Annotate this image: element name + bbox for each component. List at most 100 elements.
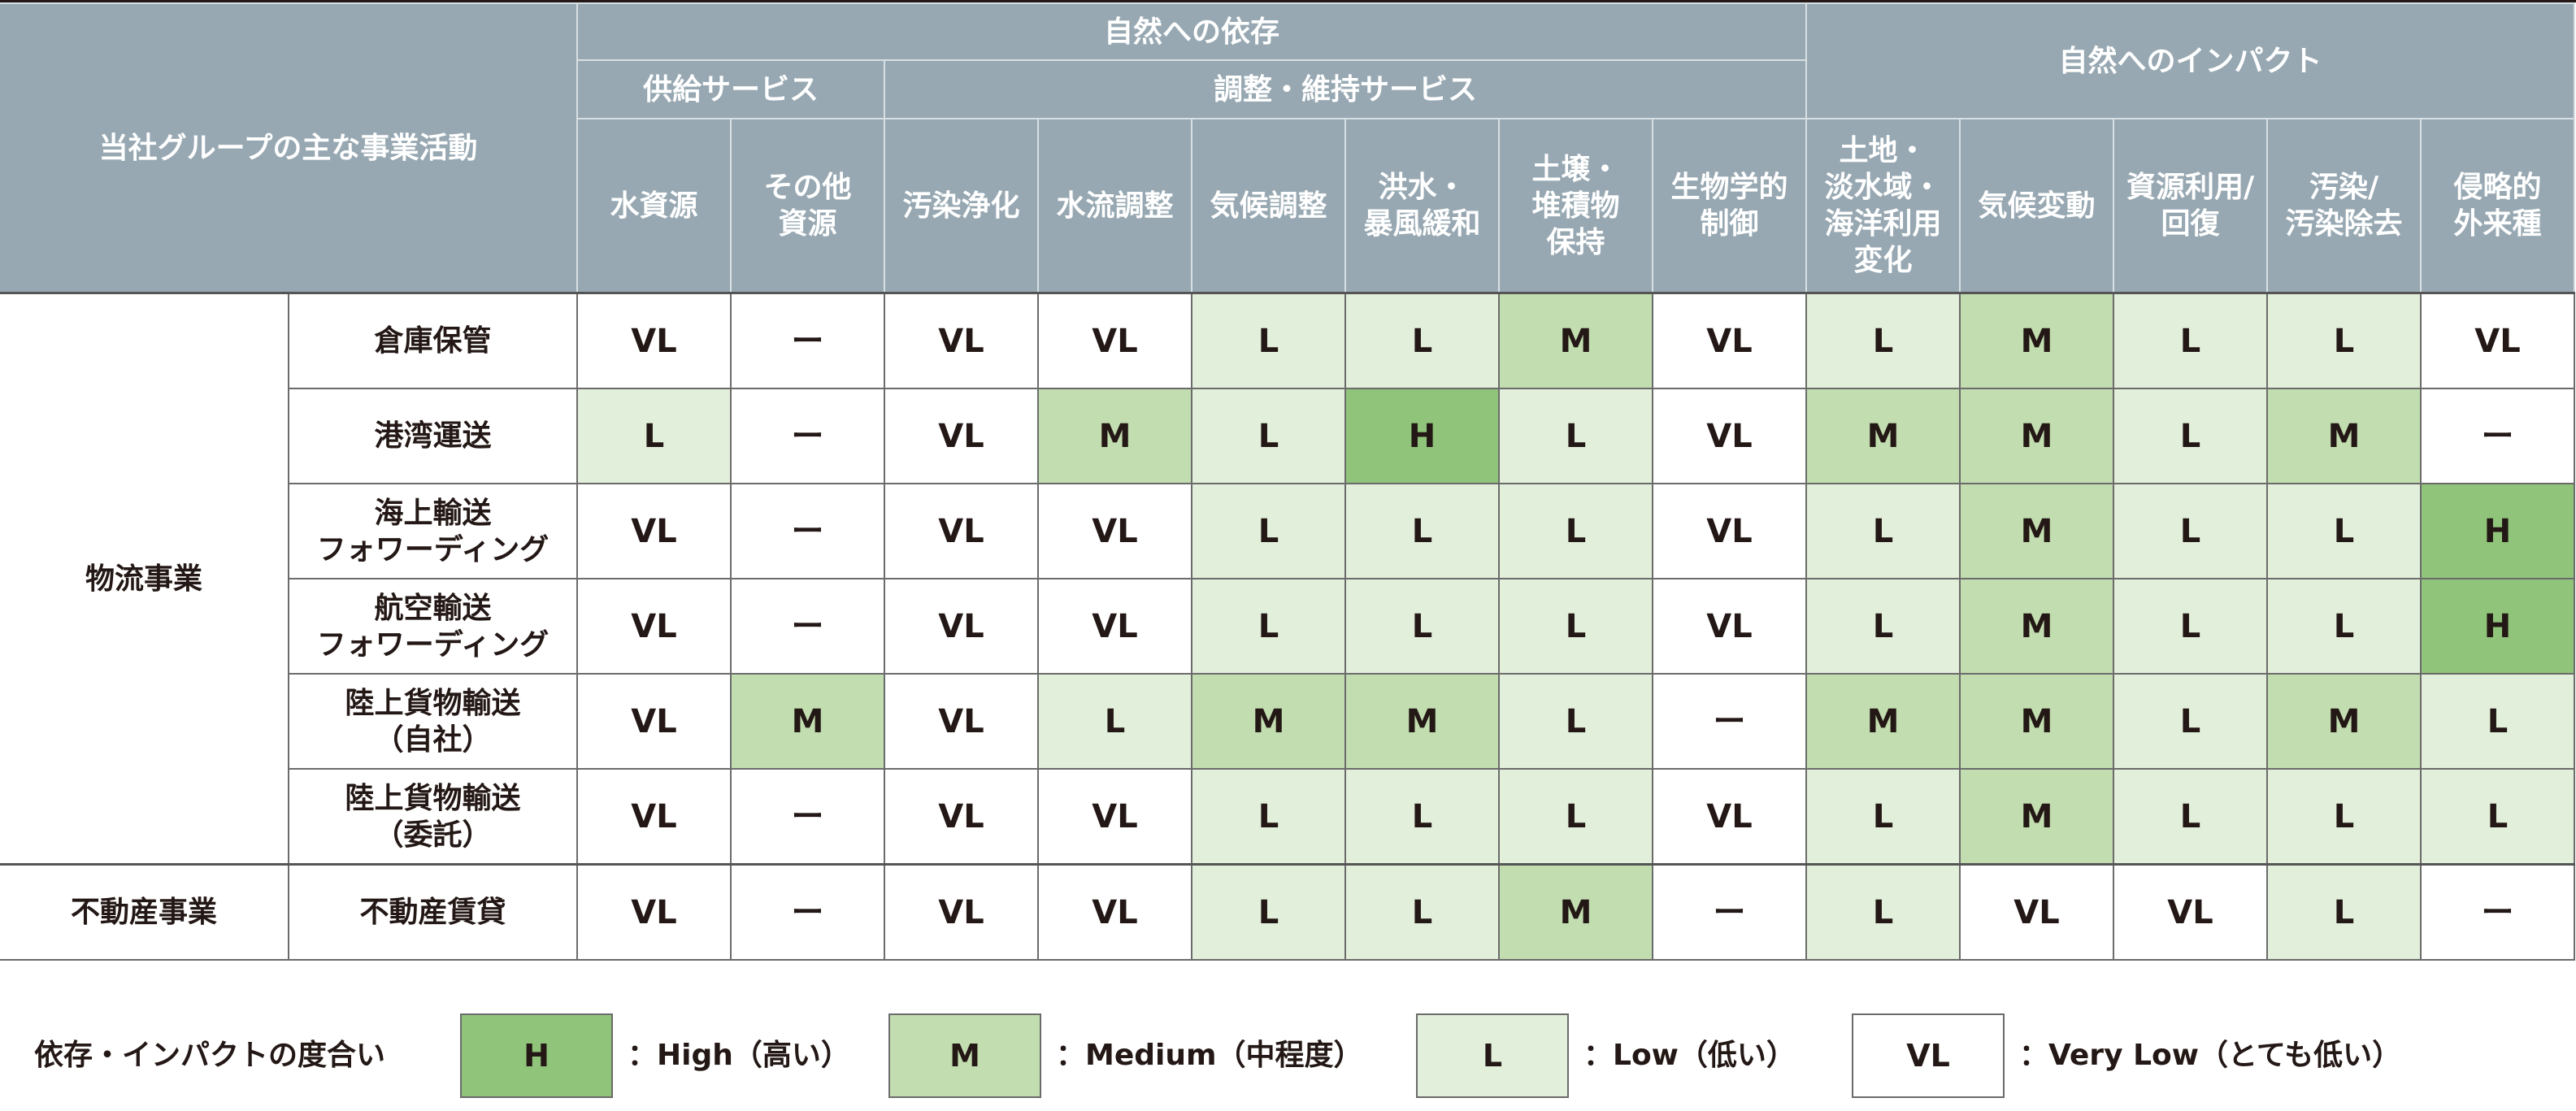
top-rule — [0, 0, 2576, 2]
rating-cell: M — [1037, 388, 1192, 484]
rating-cell: L — [2266, 483, 2422, 579]
rating-cell: ー — [730, 388, 885, 484]
rating-cell: VL — [1651, 388, 1808, 484]
rating-cell: L — [1344, 292, 1500, 389]
rating-cell: L — [2113, 578, 2269, 675]
rating-cell: L — [1498, 673, 1653, 770]
rating-cell: M — [1191, 673, 1346, 770]
column-header: 気候変動 — [1959, 118, 2115, 294]
column-header: 土地・ 淡水域・ 海洋利用 変化 — [1805, 118, 1961, 294]
rating-cell: L — [1344, 768, 1500, 866]
rating-cell: L — [1191, 578, 1346, 675]
rating-cell: VL — [1037, 768, 1192, 866]
rating-cell: VL — [1037, 483, 1192, 579]
rating-cell: VL — [1037, 578, 1192, 675]
table-row: 陸上貨物輸送 （委託） VL ー VL VL L L L VL L M L L L — [0, 768, 2576, 866]
rating-cell: L — [576, 388, 732, 484]
rating-cell: VL — [1037, 863, 1192, 961]
legend-swatch-very-low: VL — [1852, 1013, 2005, 1098]
rating-cell: ー — [730, 768, 885, 866]
rating-cell: VL — [1651, 768, 1808, 866]
rating-cell: M — [1959, 768, 2115, 866]
column-header: 水流調整 — [1037, 118, 1192, 294]
rating-cell: M — [730, 673, 885, 770]
column-header: 汚染/ 汚染除去 — [2266, 118, 2422, 294]
rating-cell: L — [2266, 863, 2422, 961]
rating-cell: L — [1191, 483, 1346, 579]
column-header: 気候調整 — [1191, 118, 1346, 294]
rating-cell: L — [2113, 483, 2269, 579]
table-row: 陸上貨物輸送 （自社） VL M VL L M M L ー M M L M L — [0, 673, 2576, 770]
column-header: その他 資源 — [730, 118, 885, 294]
rating-cell: L — [1191, 388, 1346, 484]
rating-cell: VL — [576, 768, 732, 866]
rating-cell: VL — [884, 388, 1039, 484]
rating-cell: L — [2113, 292, 2269, 389]
rating-cell: L — [1805, 863, 1961, 961]
rating-cell: VL — [2113, 863, 2269, 961]
rating-cell: VL — [576, 483, 732, 579]
rating-cell: H — [1344, 388, 1500, 484]
rating-cell: VL — [1651, 292, 1808, 389]
column-header: 資源利用/ 回復 — [2113, 118, 2269, 294]
rating-cell: L — [1805, 292, 1961, 389]
activity-name: 海上輸送 フォワーディング — [288, 483, 578, 579]
rating-cell: L — [2266, 768, 2422, 866]
rating-cell: VL — [1037, 292, 1192, 389]
rating-cell: L — [1498, 388, 1653, 484]
rating-cell: VL — [884, 768, 1039, 866]
rating-cell: VL — [1959, 863, 2115, 961]
rating-cell: ー — [730, 292, 885, 389]
column-header: 土壌・ 堆積物 保持 — [1498, 118, 1653, 294]
activity-name: 陸上貨物輸送 （委託） — [288, 768, 578, 866]
rating-cell: ー — [1651, 863, 1808, 961]
rating-cell: ー — [730, 483, 885, 579]
rating-cell: M — [1959, 483, 2115, 579]
rating-cell: L — [1191, 768, 1346, 866]
column-header: 洪水・ 暴風緩和 — [1344, 118, 1500, 294]
activity-name: 港湾運送 — [288, 388, 578, 484]
rating-cell: VL — [576, 292, 732, 389]
activity-name: 航空輸送 フォワーディング — [288, 578, 578, 675]
rating-cell: M — [2266, 388, 2422, 484]
column-header: 生物学的 制御 — [1651, 118, 1808, 294]
rating-cell: L — [2113, 768, 2269, 866]
rating-cell: L — [2266, 578, 2422, 675]
column-header: 汚染浄化 — [884, 118, 1039, 294]
legend-label-high: ：High（高い） — [628, 1039, 850, 1072]
column-header: 水資源 — [576, 118, 732, 294]
activity-name: 陸上貨物輸送 （自社） — [288, 673, 578, 770]
rating-cell: M — [1498, 292, 1653, 389]
rating-cell: L — [2113, 673, 2269, 770]
legend-label-low: ：Low（低い） — [1583, 1039, 1796, 1072]
nature-dependency-impact-table: 当社グループの主な事業活動 自然への依存 自然へのインパクト 供給サービス 調整… — [0, 2, 2576, 961]
rating-cell: VL — [576, 673, 732, 770]
activity-name: 不動産賃貸 — [288, 863, 578, 961]
rating-cell: L — [1191, 863, 1346, 961]
rating-cell: L — [2266, 292, 2422, 389]
rating-cell: ー — [2420, 388, 2576, 484]
rating-cell: ー — [2420, 863, 2576, 961]
legend-label-medium: ：Medium（中程度） — [1056, 1039, 1363, 1072]
legend-title: 依存・インパクトの度合い — [34, 1039, 386, 1072]
rating-cell: VL — [884, 483, 1039, 579]
rating-cell: ー — [1651, 673, 1808, 770]
rating-cell: L — [1498, 483, 1653, 579]
rating-cell: M — [1959, 292, 2115, 389]
legend-swatch-high: H — [460, 1013, 613, 1098]
rating-cell: H — [2420, 578, 2576, 675]
rating-cell: M — [1805, 388, 1961, 484]
rating-cell: VL — [884, 863, 1039, 961]
business-category: 不動産事業 — [0, 863, 289, 961]
rating-cell: L — [1805, 483, 1961, 579]
business-category: 物流事業 — [0, 292, 289, 866]
column-header: 侵略的 外来種 — [2420, 118, 2576, 294]
rating-cell: L — [1191, 292, 1346, 389]
rating-cell: VL — [1651, 578, 1808, 675]
table-row: 不動産事業 不動産賃貸 VL ー VL VL L L M ー L VL VL L ー — [0, 863, 2576, 961]
table-row: 物流事業 倉庫保管 VL ー VL VL L L M VL L M L L VL — [0, 292, 2576, 866]
rating-cell: L — [1344, 483, 1500, 579]
table-row: 海上輸送 フォワーディング VL ー VL VL L L L VL L M L L H — [0, 483, 2576, 579]
rating-cell: M — [1959, 388, 2115, 484]
rating-cell: VL — [884, 292, 1039, 389]
